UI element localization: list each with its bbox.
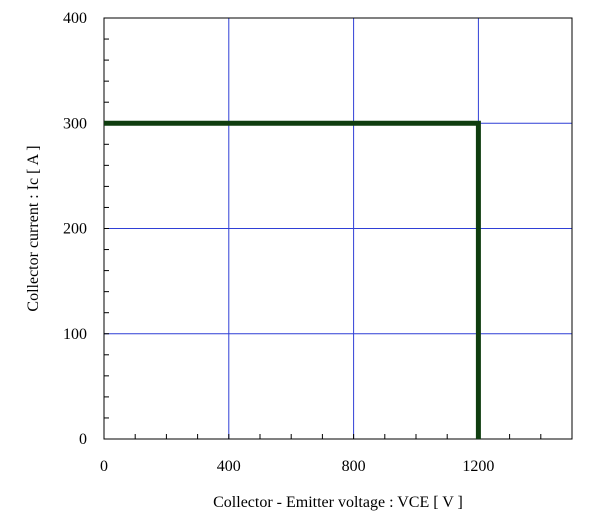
x-tick-label: 400 [217,458,241,475]
x-tick-label: 800 [342,458,366,475]
grid-lines [104,18,572,439]
minor-ticks [104,38,542,439]
soa-series-line [104,120,481,439]
y-tick-label: 0 [79,431,87,448]
y-tick-labels: 0 100 200 300 400 [63,10,87,448]
y-tick-label: 200 [63,221,87,238]
y-tick-label: 400 [63,10,87,27]
x-tick-label: 1200 [462,458,494,475]
y-axis-label: Collector current : Ic [ A ] [25,145,42,311]
series-layer [104,120,481,439]
x-tick-label: 0 [100,458,108,475]
y-tick-label: 300 [63,115,87,132]
x-tick-labels: 0 400 800 1200 [100,458,494,475]
y-tick-label: 100 [63,326,87,343]
x-axis-label: Collector - Emitter voltage : VCE [ V ] [213,494,463,511]
